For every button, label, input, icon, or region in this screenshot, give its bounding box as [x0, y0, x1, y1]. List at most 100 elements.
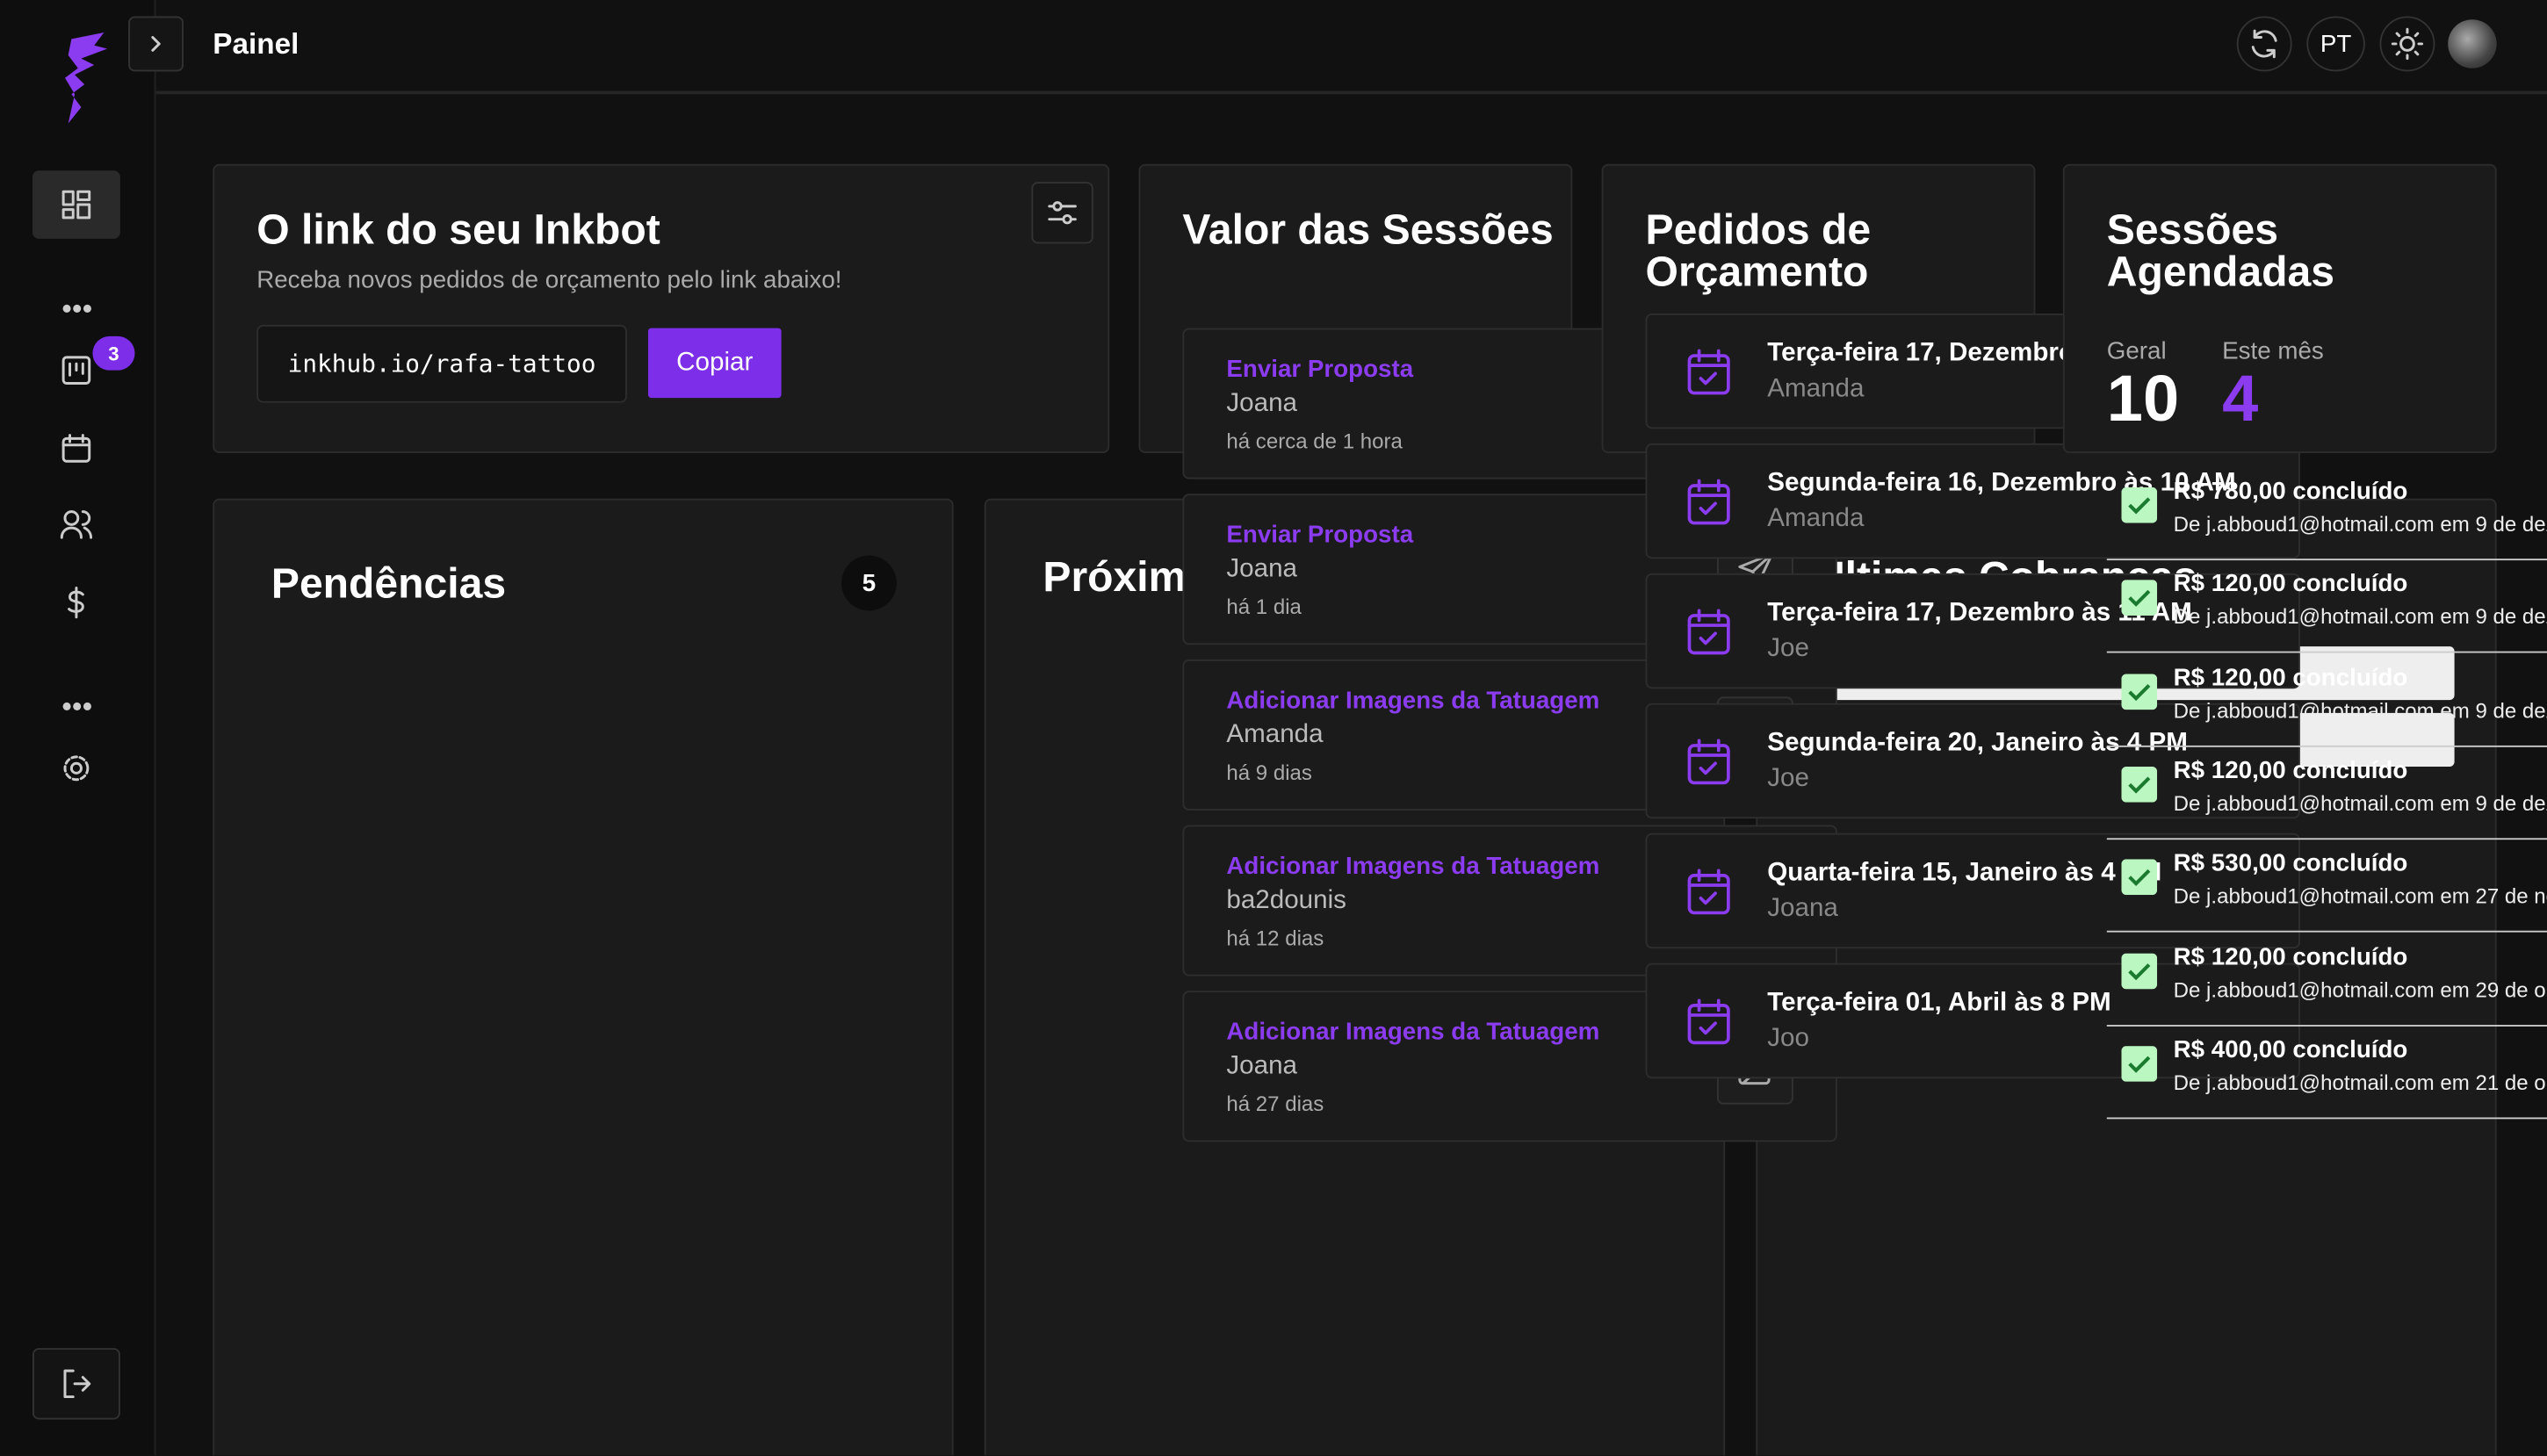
session-client: Amanda [1767, 375, 1865, 403]
nav-settings[interactable] [61, 753, 90, 782]
charge-item: R$ 120,00 concluído De j.abboud1@hotmail.… [2106, 654, 2547, 747]
session-client: Joe [1767, 765, 1809, 793]
logo [64, 32, 108, 124]
status-icon [2121, 580, 2158, 616]
charge-item: R$ 780,00 concluído De j.abboud1@hotmail.… [2106, 468, 2547, 561]
pending-time: há 12 dias [1226, 926, 1324, 950]
charge-title: R$ 120,00 concluído [2173, 663, 2408, 692]
pending-action: Adicionar Imagens da Tatuagem [1226, 852, 1600, 881]
pending-name: Amanda [1226, 721, 1324, 749]
nav-dashboard[interactable] [32, 170, 120, 239]
nav-payments[interactable] [63, 587, 90, 619]
session-item[interactable]: Quarta-feira 15, Janeiro às 4 PM Joana [1645, 833, 2300, 949]
pending-action: Enviar Proposta [1226, 521, 1414, 550]
avatar[interactable] [2448, 19, 2497, 68]
pending-card: Pendências 5 [213, 498, 954, 1456]
sessions-card: Próximas Sessões [984, 498, 1726, 1456]
pending-time: há 9 dias [1226, 760, 1312, 785]
charge-detail: De j.abboud1@hotmail.com em 9 de dez. 16… [2173, 604, 2547, 630]
charge-item: R$ 120,00 concluído De j.abboud1@hotmail.… [2106, 933, 2547, 1026]
charge-detail: De j.abboud1@hotmail.com em 29 de out. 1… [2173, 977, 2547, 1002]
session-item[interactable]: Terça-feira 17, Dezembro às 11 AM Joe [1645, 573, 2300, 689]
charge-item: R$ 120,00 concluído De j.abboud1@hotmail.… [2106, 747, 2547, 840]
charge-title: R$ 530,00 concluído [2173, 849, 2408, 878]
stat-card: Sessões Agendadas Geral 10 Este mês 4 R$ 780,… [2062, 163, 2547, 1119]
calendar-icon [1686, 608, 1732, 656]
section-title: Pendências [271, 559, 507, 608]
pending-name: ba2dounis [1226, 886, 1346, 915]
calendar-icon [1686, 738, 1732, 786]
logout[interactable] [32, 1348, 120, 1420]
settings-button[interactable] [1031, 182, 1093, 244]
page-title: Painel [213, 27, 299, 61]
stat-title: Sessões Agendadas [2106, 205, 2335, 296]
count-badge: 5 [841, 555, 897, 611]
refresh[interactable] [2236, 16, 2292, 72]
stat-value: 4 [2222, 364, 2259, 436]
nav-board[interactable] [61, 356, 91, 385]
topbar: Painel PT [128, 0, 2547, 95]
sidebar-toggle[interactable] [128, 16, 184, 72]
charge-detail: De j.abboud1@hotmail.com em 9 de dez. 17… [2173, 511, 2547, 537]
session-item[interactable]: Segunda-feira 20, Janeiro às 4 PM Joe [1645, 703, 2300, 819]
charge-item: R$ 120,00 concluído De j.abboud1@hotmail.… [2106, 561, 2547, 654]
calendar-icon [1686, 868, 1732, 916]
session-client: Amanda [1767, 505, 1865, 533]
stat-card: Valor das SessõesEste MêsR$ 3,150Enviar … [1138, 163, 1837, 1142]
session-date: Segunda-feira 20, Janeiro às 4 PM [1767, 729, 2188, 757]
charge-title: R$ 120,00 concluído [2173, 570, 2408, 599]
session-item[interactable]: Terça-feira 01, Abril às 8 PM Joo [1645, 962, 2300, 1079]
status-icon [2121, 952, 2158, 989]
session-date: Quarta-feira 15, Janeiro às 4 PM [1767, 859, 2162, 887]
badge: 3 [92, 335, 135, 371]
language[interactable]: PT [2306, 16, 2365, 72]
copy-button[interactable]: Copiar [647, 328, 782, 399]
status-icon [2121, 1045, 2158, 1082]
pending-name: Joana [1226, 389, 1297, 418]
pending-time: há 1 dia [1226, 594, 1302, 619]
session-item[interactable]: Segunda-feira 16, Dezembro às 10 AM Amand… [1645, 443, 2300, 559]
stat-value: 10 [2106, 364, 2180, 436]
session-date: Segunda-feira 16, Dezembro às 10 AM [1767, 469, 2236, 497]
pending-action: Adicionar Imagens da Tatuagem [1226, 687, 1600, 715]
more[interactable]: ••• [61, 292, 93, 325]
status-icon [2121, 766, 2158, 803]
card-subtitle: Receba novos pedidos de orçamento pelo l… [256, 266, 842, 294]
pending-name: Joana [1226, 1052, 1297, 1080]
stat-title: Valor das Sessões [1182, 205, 1554, 254]
more[interactable]: ••• [61, 690, 93, 724]
pending-time: há 27 dias [1226, 1091, 1324, 1116]
session-date: Terça-feira 17, Dezembro às 11 AM [1767, 599, 2192, 627]
session-client: Joe [1767, 635, 1809, 663]
session-client: Joo [1767, 1025, 1809, 1053]
link-card: O link do seu Inkbot Receba novos pedido… [213, 163, 1110, 454]
status-icon [2121, 859, 2158, 896]
card-title: O link do seu Inkbot [256, 205, 660, 254]
charge-title: R$ 780,00 concluído [2173, 477, 2408, 506]
nav-calendar[interactable] [61, 434, 91, 463]
charge-detail: De j.abboud1@hotmail.com em 9 de dez. 16… [2173, 790, 2547, 816]
link-url[interactable]: inkhub.io/rafa-tattoo [256, 324, 627, 403]
sidebar: ••• 3 ••• [0, 0, 156, 1456]
stat-card: Pedidos de OrçamentoEste mês13Pendentes2… [1601, 163, 2300, 1079]
session-client: Joana [1767, 895, 1838, 923]
status-icon [2121, 673, 2158, 710]
charge-detail: De j.abboud1@hotmail.com em 21 de out. 2… [2173, 1070, 2547, 1095]
pending-action: Adicionar Imagens da Tatuagem [1226, 1018, 1600, 1047]
pending-name: Joana [1226, 555, 1297, 583]
session-date: Terça-feira 01, Abril às 8 PM [1767, 989, 2111, 1017]
nav-clients[interactable] [60, 510, 93, 539]
stat-label: Este mês [2222, 337, 2324, 366]
charge-title: R$ 120,00 concluído [2173, 756, 2408, 785]
charge-title: R$ 120,00 concluído [2173, 942, 2408, 971]
charge-title: R$ 400,00 concluído [2173, 1035, 2408, 1064]
charge-detail: De j.abboud1@hotmail.com em 9 de dez. 16… [2173, 697, 2547, 723]
stat-title: Pedidos de Orçamento [1645, 205, 1872, 296]
charge-item: R$ 400,00 concluído De j.abboud1@hotmail.… [2106, 1027, 2547, 1119]
calendar-icon [1686, 998, 1732, 1046]
theme-toggle[interactable] [2379, 16, 2435, 72]
charge-item: R$ 530,00 concluído De j.abboud1@hotmail.… [2106, 840, 2547, 933]
charge-detail: De j.abboud1@hotmail.com em 27 de nov. 2… [2173, 883, 2547, 909]
